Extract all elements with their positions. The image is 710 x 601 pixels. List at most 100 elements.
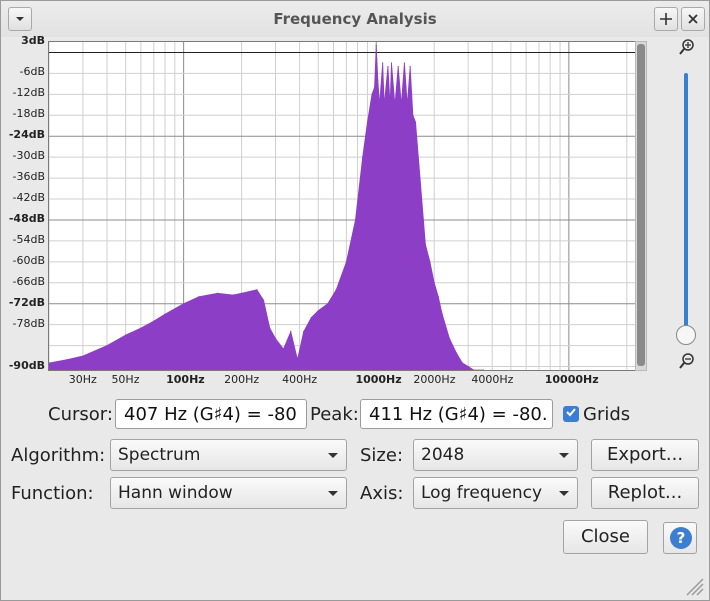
spectrum-plot[interactable] bbox=[48, 41, 636, 371]
spectrum-point bbox=[232, 294, 234, 296]
axis-select[interactable]: Log frequency bbox=[413, 477, 578, 509]
spectrum-point bbox=[290, 331, 292, 333]
y-tick-label: -90dB bbox=[8, 358, 45, 372]
spectrum-point bbox=[310, 317, 312, 319]
spectrum-point bbox=[412, 114, 414, 116]
spectrum-point bbox=[406, 104, 408, 106]
x-axis-labels: 30Hz 50Hz 100Hz 200Hz 400Hz 1000Hz 2000Hz 4000H… bbox=[48, 370, 634, 388]
x-tick-label: 1000Hz bbox=[355, 373, 402, 386]
y-tick-label: 3dB bbox=[21, 34, 45, 47]
replot-button[interactable]: Replot... bbox=[591, 477, 699, 509]
algorithm-select[interactable]: Spectrum bbox=[110, 439, 347, 471]
close-button[interactable]: Close bbox=[563, 520, 648, 554]
x-tick-label: 30Hz bbox=[68, 373, 97, 386]
grids-checkbox[interactable] bbox=[563, 406, 579, 422]
title-bar: Frequency Analysis bbox=[1, 1, 709, 37]
resize-grip-icon[interactable] bbox=[681, 573, 705, 597]
help-icon: ? bbox=[670, 527, 692, 549]
pin-button[interactable] bbox=[654, 7, 678, 31]
zoom-out-icon[interactable] bbox=[679, 353, 695, 369]
x-tick-label: 400Hz bbox=[282, 373, 318, 386]
spectrum-point bbox=[366, 121, 369, 123]
spectrum-point bbox=[378, 104, 381, 106]
spectrum-point bbox=[354, 219, 357, 221]
peak-label: Peak: bbox=[310, 404, 359, 425]
y-tick-label: -72dB bbox=[8, 295, 45, 309]
y-tick-label: -54dB bbox=[12, 232, 46, 246]
chevron-down-icon bbox=[16, 17, 24, 21]
checkmark-icon bbox=[566, 408, 576, 417]
dropdown-arrow-icon bbox=[328, 491, 338, 496]
spectrum-point bbox=[375, 44, 377, 47]
spectrum-point bbox=[467, 365, 469, 368]
y-tick-label: -30dB bbox=[12, 149, 46, 163]
y-tick-label: -78dB bbox=[12, 316, 46, 330]
spectrum-point bbox=[256, 289, 258, 291]
spectrum-point bbox=[461, 362, 463, 364]
spectrum-point bbox=[164, 313, 166, 315]
export-button[interactable]: Export... bbox=[591, 439, 699, 471]
spectrum-point bbox=[389, 104, 391, 106]
axis-label: Axis: bbox=[360, 483, 404, 504]
spectrum-point bbox=[437, 296, 439, 298]
algorithm-label: Algorithm: bbox=[11, 445, 106, 466]
spectrum-point bbox=[409, 65, 411, 68]
spectrum-point bbox=[414, 121, 417, 123]
spectrum-point bbox=[387, 65, 389, 68]
spectrum-point bbox=[198, 296, 200, 298]
y-tick-label: -6dB bbox=[19, 65, 46, 79]
size-label: Size: bbox=[360, 445, 404, 466]
x-tick-label: 100Hz bbox=[166, 373, 205, 386]
function-select[interactable]: Hann window bbox=[110, 477, 347, 509]
function-value: Hann window bbox=[118, 483, 233, 503]
zoom-slider-track[interactable] bbox=[684, 73, 688, 335]
axis-value: Log frequency bbox=[421, 483, 543, 503]
y-tick-label: -36dB bbox=[12, 170, 46, 184]
vertical-scrollbar[interactable] bbox=[635, 41, 647, 371]
spectrum-point bbox=[67, 358, 69, 361]
move-icon bbox=[660, 13, 672, 25]
spectrum-point bbox=[403, 62, 405, 64]
spectrum-point bbox=[441, 313, 443, 315]
close-icon bbox=[688, 14, 698, 24]
spectrum-point bbox=[327, 303, 329, 305]
spectrum-point bbox=[400, 104, 402, 106]
spectrum-point bbox=[377, 79, 379, 81]
y-tick-label: -24dB bbox=[8, 128, 45, 142]
help-button[interactable]: ? bbox=[663, 522, 697, 554]
x-tick-label: 2000Hz bbox=[413, 373, 456, 386]
x-tick-label: 10000Hz bbox=[544, 373, 599, 386]
spectrum-point bbox=[420, 184, 422, 186]
spectrum-point bbox=[362, 156, 364, 158]
scrollbar-thumb[interactable] bbox=[637, 44, 645, 366]
window-title: Frequency Analysis bbox=[273, 10, 437, 28]
window-menu-button[interactable] bbox=[8, 7, 32, 31]
spectrum-point bbox=[82, 355, 84, 357]
spectrum-point bbox=[394, 104, 396, 106]
spectrum-point bbox=[216, 292, 219, 294]
spectrum-point bbox=[262, 299, 265, 301]
dropdown-arrow-icon bbox=[328, 453, 338, 458]
size-select[interactable]: 2048 bbox=[413, 439, 578, 471]
grids-label: Grids bbox=[583, 404, 631, 425]
y-tick-label: -12dB bbox=[12, 86, 46, 100]
zoom-in-icon[interactable] bbox=[679, 39, 695, 55]
cursor-field[interactable]: 407 Hz (G♯4) = -80 bbox=[115, 399, 307, 429]
spectrum-point bbox=[424, 243, 427, 245]
algorithm-value: Spectrum bbox=[118, 445, 201, 465]
x-tick-label: 50Hz bbox=[111, 373, 140, 386]
spectrum-point bbox=[106, 344, 108, 347]
x-tick-label: 200Hz bbox=[224, 373, 260, 386]
spectrum-point bbox=[383, 104, 385, 106]
spectrum-chart bbox=[48, 42, 635, 371]
spectrum-point bbox=[48, 362, 50, 364]
spectrum-point bbox=[390, 62, 393, 64]
zoom-slider-knob[interactable] bbox=[676, 325, 696, 345]
spectrum-point bbox=[303, 331, 305, 333]
spectrum-point bbox=[373, 86, 376, 88]
peak-field[interactable]: 411 Hz (G♯4) = -80. bbox=[360, 399, 553, 429]
spectrum-point bbox=[433, 282, 435, 284]
spectrum-point bbox=[455, 351, 457, 354]
close-window-button[interactable] bbox=[681, 7, 705, 31]
spectrum-area bbox=[48, 45, 484, 371]
